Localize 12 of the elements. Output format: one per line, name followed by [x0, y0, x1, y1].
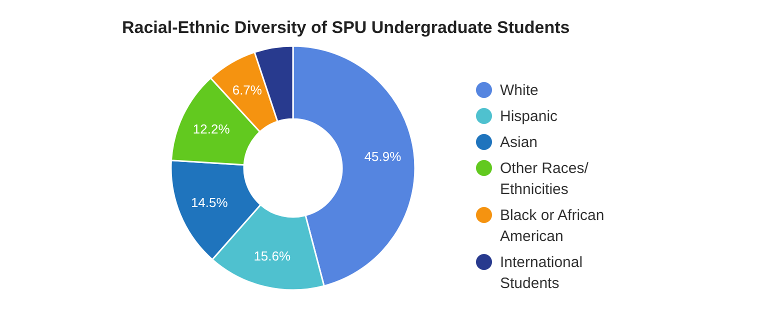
chart-title: Racial-Ethnic Diversity of SPU Undergraduate Students: [122, 18, 570, 38]
legend-label: Hispanic: [500, 107, 559, 127]
data-label: 15.6%: [254, 248, 292, 264]
legend-label: Black or African American: [500, 206, 606, 247]
legend-label: International Students: [500, 253, 584, 294]
legend-label: Asian: [500, 133, 539, 153]
data-label: 45.9%: [364, 148, 402, 164]
data-label: 14.5%: [190, 195, 228, 210]
legend-label: White: [500, 81, 540, 101]
legend-label: Other Races/ Ethnicities: [500, 159, 590, 200]
data-label: 12.2%: [192, 121, 230, 136]
data-label: 6.7%: [232, 82, 262, 98]
